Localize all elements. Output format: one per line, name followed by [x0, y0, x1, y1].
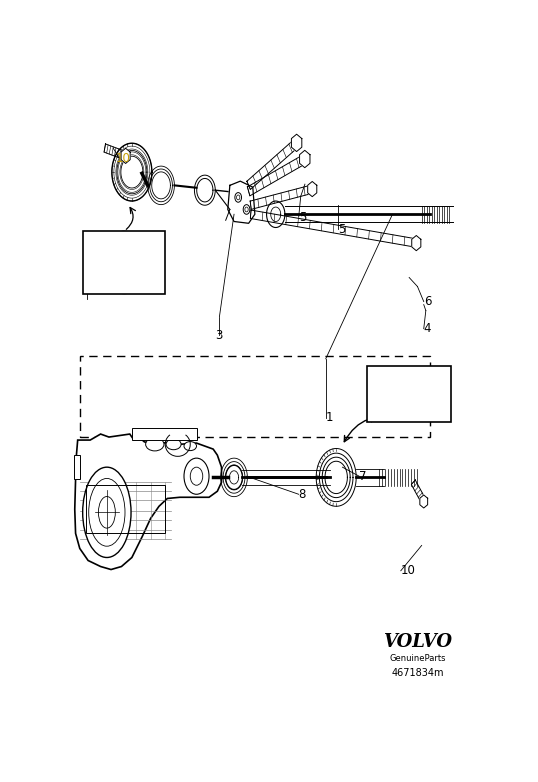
- Circle shape: [243, 205, 250, 214]
- Ellipse shape: [166, 439, 181, 450]
- Polygon shape: [292, 135, 302, 152]
- Text: 4: 4: [424, 322, 431, 335]
- Text: 7: 7: [359, 470, 366, 482]
- Bar: [86, 485, 165, 533]
- Polygon shape: [121, 149, 130, 163]
- Text: 2: 2: [90, 279, 98, 292]
- Text: GenuineParts: GenuineParts: [389, 655, 446, 663]
- Text: 8: 8: [299, 488, 306, 500]
- Polygon shape: [74, 455, 80, 479]
- Bar: [83, 231, 165, 294]
- Ellipse shape: [184, 442, 196, 450]
- Circle shape: [184, 458, 209, 494]
- Text: 5: 5: [299, 211, 306, 224]
- Polygon shape: [300, 150, 310, 167]
- Ellipse shape: [83, 467, 131, 558]
- Text: 9: 9: [374, 389, 381, 403]
- Text: VOLVO: VOLVO: [383, 633, 452, 651]
- Bar: [80, 356, 430, 437]
- Text: 1: 1: [326, 411, 333, 425]
- Text: 10: 10: [401, 565, 416, 577]
- Polygon shape: [228, 181, 255, 224]
- Polygon shape: [308, 181, 317, 196]
- Bar: [367, 366, 451, 422]
- Circle shape: [235, 192, 242, 203]
- Text: 10: 10: [115, 152, 130, 165]
- Text: 6: 6: [424, 295, 431, 308]
- Polygon shape: [132, 428, 196, 440]
- Polygon shape: [75, 434, 222, 569]
- Text: 4671834m: 4671834m: [391, 668, 444, 678]
- Polygon shape: [412, 235, 421, 251]
- Text: 5: 5: [338, 223, 345, 236]
- Polygon shape: [420, 495, 428, 508]
- Ellipse shape: [146, 438, 164, 451]
- Text: 3: 3: [215, 329, 223, 343]
